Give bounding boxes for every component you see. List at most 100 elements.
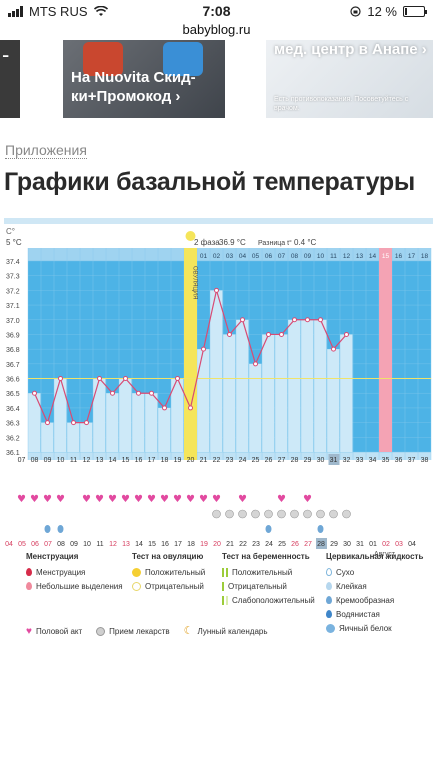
temperature-point [97,376,102,382]
drop-icon [26,582,32,590]
legend-pregnancy-test-title: Тест на беременность [222,552,310,561]
banner-nuovita[interactable]: На Nuovita Скид-ки+Промокод › [63,40,225,118]
temperature-point [136,390,141,396]
signal-icon [8,6,23,17]
url-bar[interactable]: babyblog.ru [182,22,251,37]
day-number: 28 [291,457,299,464]
temp-bar [301,319,314,452]
legend-item: Небольшие выделения [26,579,123,593]
cycle-day-label: 18 [421,253,429,260]
day-number: 20 [187,457,195,464]
status-left: MTS RUS [8,4,108,19]
temp-bar [54,378,67,452]
y-tick-label: 36.6 [6,377,20,384]
pill-icon [329,509,338,519]
day-number: 07 [18,457,26,464]
heart-icon: ♥ [17,494,26,505]
heart-icon: ♥ [26,625,32,637]
heart-icon: ♥ [303,494,312,505]
heart-icon: ♥ [212,494,221,505]
day-number: 34 [369,457,377,464]
stroller-image [163,42,203,76]
date-label: 26 [291,541,299,548]
ovulation-negative-icon [132,581,141,591]
cycle-day-label: 08 [291,253,299,260]
chart-legend: Менструация Менструация Небольшие выделе… [4,552,433,640]
cycle-day-label: 01 [200,253,208,260]
pill-icon [316,509,325,519]
temp-bar [93,378,106,452]
legend-ovulation-test: Тест на овуляцию Положительный Отрицател… [132,552,205,593]
legend-bottom: ♥ Половой акт Прием лекарств ☾ Лунный кале… [26,624,268,638]
day-number: 24 [239,457,247,464]
temperature-point [188,405,193,411]
today-date-marker [316,538,327,549]
cycle-day-label: 14 [369,253,377,260]
banner-left[interactable]: - [0,40,20,118]
cycle-day-label: 12 [343,253,351,260]
temp-bar [132,393,145,452]
today-marker [328,454,340,465]
y-tick-label: 36.5 [6,391,20,398]
creamy-icon [326,596,332,604]
cycle-day-label: 06 [265,253,273,260]
heart-icon: ♥ [277,494,286,505]
day-number: 36 [395,457,403,464]
banner-medcenter[interactable]: мед. центр в Анапе › Есть противопоказан… [266,40,433,118]
diff-value: 0.4 °C [294,238,317,247]
legend-item: Положительный [222,565,315,579]
heart-icon: ♥ [108,494,117,505]
temperature-point [149,390,154,396]
status-time: 7:08 [202,3,231,19]
temp-bar [223,334,236,452]
day-number: 13 [96,457,104,464]
pregnancy-negative-icon [222,581,224,591]
pill-icon [225,509,234,519]
day-number: 35 [382,457,390,464]
day-number: 09 [44,457,52,464]
date-label: 28 [317,541,325,548]
date-label: 25 [278,541,286,548]
heart-icon: ♥ [173,494,182,505]
banner-medcenter-title: мед. центр в Анапе › [274,41,427,58]
phase-value: 36.9 °C [219,238,246,247]
cervical-drop-icon [57,525,64,533]
temperature-point [110,390,115,396]
day-number: 23 [226,457,234,464]
temperature-point [227,331,232,337]
legend-label: Менструация [36,567,86,577]
y-tick-label: 36.9 [6,332,20,339]
temp-bar [171,378,184,452]
heart-icon: ♥ [121,494,130,505]
legend-cervical-title: Цервикальная жидкость [326,552,424,561]
temp-bar [262,334,275,452]
watery-icon [326,610,332,618]
temp-bar [236,319,249,452]
date-label: 05 [18,541,26,548]
legend-label: Кремообразная [336,595,395,605]
date-label: 18 [187,541,195,548]
date-label: 06 [31,541,39,548]
y-unit-label: C° [6,227,15,236]
temperature-point [214,287,219,293]
day-number: 17 [148,457,156,464]
temperature-point [175,376,180,382]
sticky-icon [326,582,332,590]
temperature-point [305,317,310,323]
temperature-point [162,405,167,411]
day-number: 19 [174,457,182,464]
breadcrumb[interactable]: Приложения [5,142,87,159]
date-label: 07 [44,541,52,548]
egg-white-icon [326,623,335,633]
legend-menstruation: Менструация Менструация Небольшие выделе… [26,552,123,593]
temp-bar [106,393,119,452]
date-label: 17 [174,541,182,548]
cycle-day-label: 07 [278,253,286,260]
temperature-point [279,331,284,337]
diff-label: Разница t° [258,239,292,247]
legend-label: Лунный календарь [197,626,268,636]
cycle-day-label: 17 [408,253,416,260]
date-label: 30 [343,541,351,548]
date-label: 23 [252,541,260,548]
bbt-chart: C° 5 °C 2 фаза 36.9 °C Разница t° 0.4 °C 37.4 3… [4,218,433,640]
